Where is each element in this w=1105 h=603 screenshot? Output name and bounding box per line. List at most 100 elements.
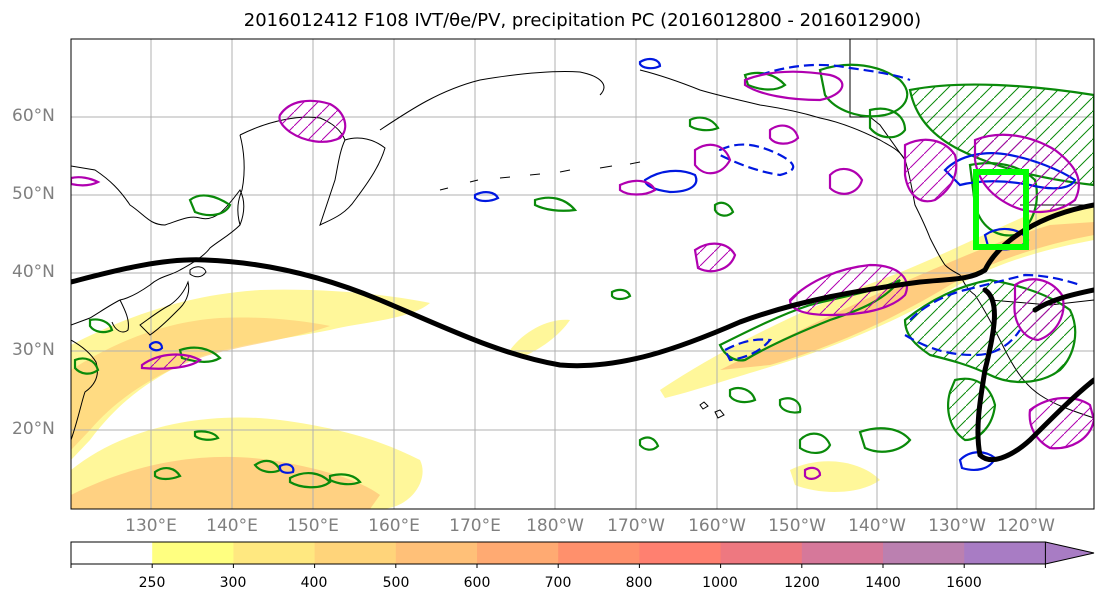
coast-china-south <box>71 339 98 441</box>
pv-green-trop-4 <box>153 466 182 481</box>
precip-alaska-1 <box>743 70 844 102</box>
precip-gulf <box>693 143 732 175</box>
precip-alaska-2 <box>768 124 800 145</box>
coast-chukotka <box>379 71 605 131</box>
colorbar-label-400: 400 <box>300 575 328 591</box>
colorbar-extend-arrow <box>1044 541 1095 565</box>
pv-green-gulf <box>868 107 907 139</box>
ivt-fill-east-river-core <box>720 222 1094 370</box>
pv-green-alaska-3 <box>688 116 720 132</box>
pv-blue-west-us <box>909 273 1081 321</box>
lat-label-50n: 50°N <box>12 184 55 204</box>
coast-aleutians <box>439 161 641 191</box>
precip-trop <box>803 466 822 480</box>
colorbar-segment <box>233 542 316 564</box>
pv-green-central-3 <box>713 201 735 217</box>
pv-green-siberia <box>188 194 232 217</box>
colorbar-label-1000: 1000 <box>702 575 738 591</box>
colorbar-label-800: 800 <box>625 575 653 591</box>
lon-label-180w: 180°W <box>526 516 584 536</box>
colorbar-segment <box>152 542 234 564</box>
colorbar-label-300: 300 <box>219 575 247 591</box>
coast-alaska <box>639 69 946 266</box>
pv-blue-japan <box>148 341 164 352</box>
colorbar-segment <box>720 542 803 564</box>
precip-gulf-2 <box>828 167 864 195</box>
pv-blue-ne <box>638 57 662 70</box>
lon-label-170e: 170°E <box>449 516 501 536</box>
lat-label-30n: 30°N <box>12 340 55 360</box>
colorbar-segment <box>558 542 640 564</box>
pv-blue-gulf <box>718 143 795 177</box>
map-title: 2016012412 F108 IVT/θe/PV, precipitation… <box>243 10 922 31</box>
precip-japan <box>140 353 202 370</box>
colorbar-segment <box>883 542 965 564</box>
colorbar-segment <box>71 542 153 564</box>
map-frame <box>70 38 1095 510</box>
colorbar-label-1600: 1600 <box>946 575 982 591</box>
colorbar-label-600: 600 <box>463 575 491 591</box>
pv-blue-calif <box>904 329 1021 357</box>
colorbar <box>70 541 1095 568</box>
lon-label-160w: 160°W <box>688 516 746 536</box>
pv-green-alaska-2 <box>743 71 787 91</box>
pv-blue-aleut <box>473 191 500 203</box>
precip-eastpac <box>618 179 657 196</box>
colorbar-segment <box>639 542 722 564</box>
colorbar-label-1200: 1200 <box>784 575 820 591</box>
colorbar-segment <box>395 542 478 564</box>
pv-blue-trop <box>278 463 295 474</box>
lon-label-130w: 130°W <box>928 516 986 536</box>
pv-green-pacific-2 <box>728 386 757 404</box>
lat-label-60n: 60°N <box>12 106 55 126</box>
precip-east-river <box>788 263 908 317</box>
colorbar-label-700: 700 <box>544 575 572 591</box>
target-region-box <box>973 169 1029 250</box>
pv-green-pacific-4 <box>858 427 912 453</box>
theta-e-east <box>975 287 1094 462</box>
pv-green-central-2 <box>533 196 578 212</box>
pv-blue-east-river <box>723 338 773 362</box>
lat-label-40n: 40°N <box>12 262 55 282</box>
colorbar-label-1400: 1400 <box>865 575 901 591</box>
theta-e-east-2 <box>1032 287 1094 313</box>
graticule <box>71 39 1094 509</box>
colorbar-segment <box>314 542 397 564</box>
pv-green-east-blob <box>798 432 832 454</box>
lon-label-150e: 150°E <box>287 516 339 536</box>
colorbar-segment <box>477 542 559 564</box>
lat-label-20n: 20°N <box>12 419 55 439</box>
pv-green-central-1 <box>610 288 632 301</box>
lon-label-140w: 140°W <box>848 516 906 536</box>
coast-kamchatka <box>319 137 386 226</box>
pv-blue-eastpac <box>643 169 698 194</box>
lon-label-130e: 130°E <box>125 516 177 536</box>
precip-central <box>693 242 737 273</box>
lon-label-150w: 150°W <box>768 516 826 536</box>
colorbar-label-250: 250 <box>138 575 166 591</box>
lon-label-170w: 170°W <box>607 516 665 536</box>
coast-korea <box>111 299 129 333</box>
pv-green-trop-3 <box>328 473 362 486</box>
colorbar-segment <box>964 542 1046 564</box>
lon-label-160e: 160°E <box>368 516 420 536</box>
lon-label-140e: 140°E <box>206 516 258 536</box>
coast-japan <box>139 280 190 336</box>
pv-blue-alaska <box>759 63 911 82</box>
pv-green-trop-2 <box>288 472 332 489</box>
precip-siberia <box>278 99 347 143</box>
pv-green-trop-5 <box>193 430 220 441</box>
colorbar-label-500: 500 <box>382 575 410 591</box>
precip-siberia-coast <box>71 176 101 187</box>
pv-green-pacific-1 <box>638 436 660 451</box>
pv-green-china <box>73 357 100 375</box>
coast-sakhalin <box>237 134 245 226</box>
theta-e-contour <box>71 202 1094 462</box>
theta-e-main <box>71 202 1094 369</box>
pv-green-pacific-3 <box>778 397 802 414</box>
coast-hokkaido <box>189 266 207 278</box>
coast-hawaii <box>699 401 725 419</box>
pv-green-kuril <box>88 318 114 334</box>
colorbar-segment <box>801 542 884 564</box>
